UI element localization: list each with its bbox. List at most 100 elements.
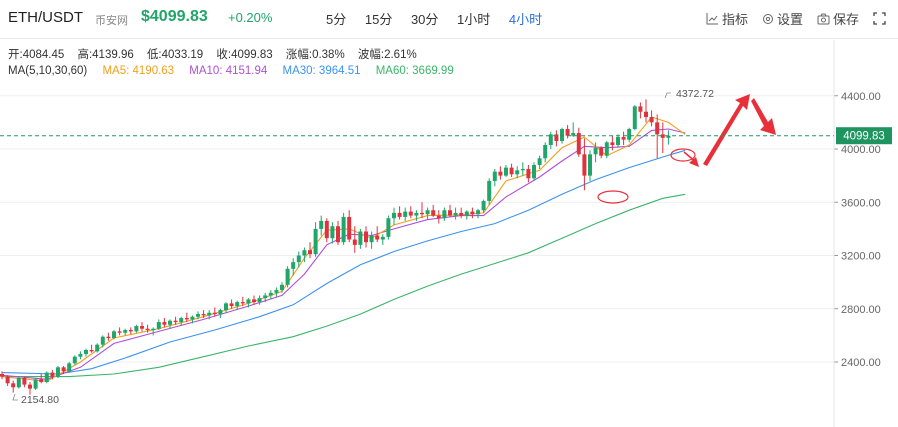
candle	[274, 287, 279, 297]
candle-body	[358, 231, 363, 245]
candle	[632, 105, 637, 131]
candle-body	[212, 312, 217, 315]
candle	[397, 206, 402, 220]
candle-body	[291, 262, 296, 269]
annotation-arrow-up	[703, 94, 750, 166]
candle-body	[464, 211, 469, 216]
candle-body	[246, 299, 251, 304]
candle	[369, 231, 374, 249]
interval-5m[interactable]: 5分	[326, 12, 347, 27]
ma10-value: MA10: 4151.94	[189, 65, 268, 77]
candle-body	[364, 231, 368, 243]
candle	[408, 206, 413, 219]
candle-body	[173, 320, 178, 323]
candle-body	[380, 236, 385, 240]
candle	[291, 258, 296, 276]
candle	[431, 204, 436, 217]
trading-pair[interactable]: ETH/USDT	[8, 9, 83, 26]
indicators-icon	[706, 12, 718, 24]
ohlc-change: 涨幅:0.38%	[285, 49, 345, 61]
candle-body	[604, 142, 609, 156]
candle-body	[644, 111, 648, 118]
ma30-line	[1, 149, 686, 375]
candle-body	[106, 336, 111, 339]
candle	[599, 146, 604, 159]
candle-body	[336, 226, 340, 243]
interval-15m[interactable]: 15分	[364, 12, 393, 27]
candle	[246, 298, 251, 308]
candle-body	[431, 210, 436, 216]
candle	[621, 131, 626, 146]
candle-body	[498, 171, 503, 176]
candle	[89, 344, 94, 353]
candle-body	[660, 134, 665, 138]
y-tick-3200: 3200.00	[841, 251, 881, 263]
candle	[386, 215, 391, 240]
candle	[554, 130, 559, 147]
candle-body	[5, 376, 10, 384]
fullscreen-button[interactable]	[873, 12, 886, 25]
candle	[207, 310, 212, 320]
candle	[476, 208, 480, 219]
candle-body	[548, 134, 553, 146]
candle-body	[162, 322, 167, 325]
candle-body	[632, 106, 637, 130]
candle-body	[330, 226, 335, 239]
candle	[543, 142, 548, 163]
candle-body	[201, 314, 206, 316]
candle	[140, 322, 144, 332]
save-button[interactable]: 保存	[817, 9, 859, 28]
candle	[330, 222, 335, 244]
interval-30m[interactable]: 30分	[410, 12, 439, 27]
candle	[644, 99, 648, 123]
candle-body	[397, 212, 402, 217]
candle	[16, 376, 21, 389]
candle-body	[22, 377, 27, 385]
candle	[576, 127, 581, 157]
candle-body	[11, 383, 16, 388]
candle-body	[252, 299, 256, 303]
candle-body	[532, 164, 536, 179]
candle	[380, 234, 385, 245]
candle	[95, 343, 100, 353]
candle-body	[560, 129, 564, 142]
ma5-value: MA5: 4190.63	[102, 65, 175, 77]
price-change: +0.20%	[228, 10, 273, 25]
y-axis: 4400.00 4000.00 3600.00 3200.00 2800.00 …	[841, 91, 881, 369]
candle-body	[285, 268, 290, 285]
candle	[302, 247, 307, 263]
candle	[224, 302, 228, 313]
candle	[151, 327, 156, 336]
interval-4h[interactable]: 4小时	[508, 12, 543, 27]
candle	[655, 114, 660, 159]
candle-body	[593, 147, 598, 155]
candle	[375, 226, 380, 243]
candle	[184, 312, 189, 323]
candle-body	[616, 137, 620, 146]
ma60-line	[2, 193, 686, 378]
settings-button[interactable]: 设置	[762, 9, 803, 28]
candle-body	[509, 167, 514, 175]
candle-body	[408, 211, 413, 216]
candle-body	[280, 284, 284, 291]
candle-body	[128, 330, 133, 332]
candle-body	[296, 255, 301, 263]
candle	[268, 290, 273, 300]
candle	[459, 207, 464, 219]
candle	[526, 164, 531, 183]
candle	[33, 377, 38, 390]
candle	[324, 218, 329, 243]
candle	[436, 210, 441, 224]
candle	[106, 332, 111, 341]
y-tick-2800: 2800.00	[841, 304, 881, 316]
interval-1h[interactable]: 1小时	[457, 12, 491, 27]
indicators-button[interactable]: 指标	[706, 9, 748, 28]
candle	[61, 365, 66, 374]
candle	[487, 178, 492, 205]
low-label: 2154.80	[21, 394, 59, 406]
candle-body	[72, 356, 77, 364]
candle-body	[123, 330, 128, 333]
candle-body	[89, 350, 94, 352]
candle	[414, 210, 419, 221]
